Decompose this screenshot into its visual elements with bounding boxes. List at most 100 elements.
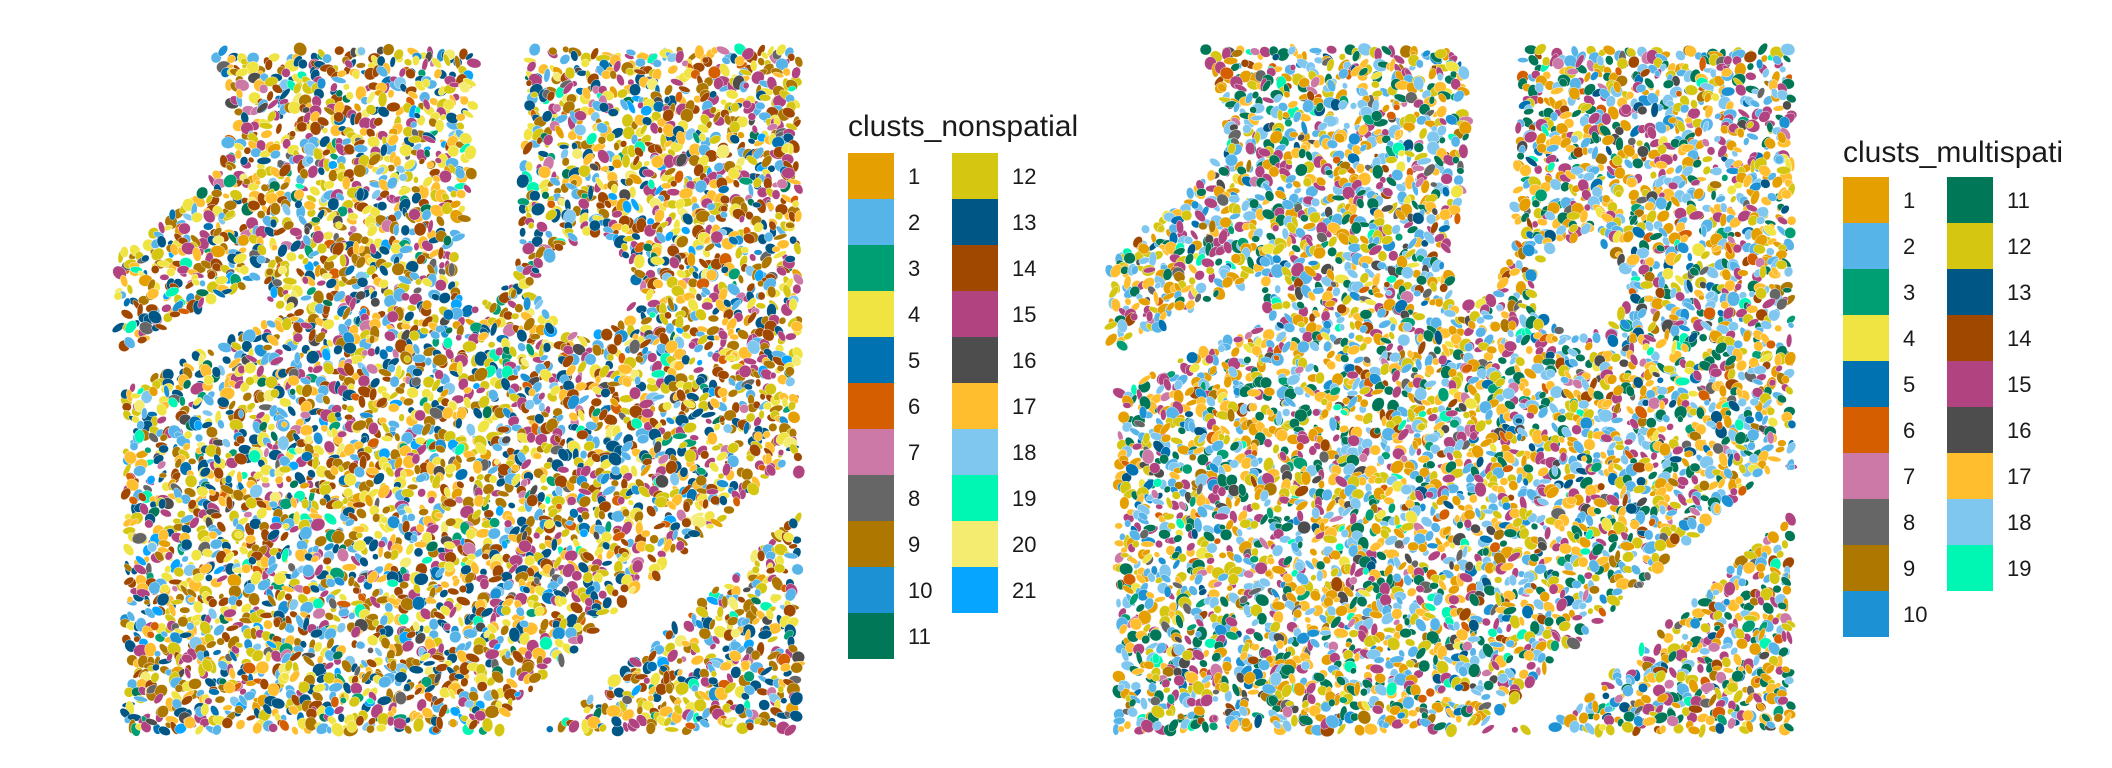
- cell-point: [146, 475, 156, 485]
- cell-point: [739, 69, 752, 76]
- cell-point: [794, 56, 804, 68]
- cell-point: [609, 606, 619, 615]
- cell-point: [443, 53, 451, 67]
- cell-point: [667, 64, 679, 75]
- cell-point: [557, 466, 570, 474]
- cell-point: [387, 403, 400, 413]
- cell-point: [609, 70, 617, 80]
- cell-point: [487, 341, 496, 349]
- cell-point: [488, 575, 503, 583]
- cell-point: [635, 57, 646, 68]
- cell-point: [412, 55, 420, 66]
- cell-point: [457, 616, 464, 628]
- cell-point: [225, 624, 240, 632]
- cell-point: [342, 176, 351, 190]
- cell-point: [753, 249, 763, 256]
- cell-point: [159, 273, 170, 281]
- cell-point: [258, 84, 269, 94]
- cell-point: [389, 56, 396, 68]
- cell-point: [143, 599, 151, 606]
- cell-point: [565, 520, 574, 526]
- cell-point: [398, 413, 405, 422]
- cell-point: [625, 67, 635, 76]
- cell-point: [792, 283, 802, 295]
- cell-point: [376, 65, 389, 78]
- cell-point: [301, 498, 310, 509]
- cell-point: [626, 301, 637, 312]
- cell-point: [517, 342, 526, 352]
- cell-point: [711, 444, 722, 452]
- cell-point: [199, 279, 206, 287]
- cell-point: [507, 502, 516, 509]
- cell-point: [336, 600, 352, 608]
- cell-point: [281, 421, 288, 428]
- cell-point: [184, 474, 198, 488]
- cell-point: [334, 411, 342, 419]
- cell-point: [322, 231, 333, 241]
- cell-point: [660, 182, 672, 190]
- cell-point: [681, 226, 691, 235]
- cell-point: [235, 67, 249, 78]
- cell-point: [782, 67, 791, 77]
- cell-point: [211, 189, 223, 198]
- cell-point: [293, 82, 302, 95]
- cell-point: [716, 45, 730, 56]
- cell-point: [413, 547, 424, 558]
- cell-point: [438, 170, 452, 183]
- cell-point: [788, 298, 798, 311]
- cell-point: [286, 251, 297, 262]
- cell-point: [759, 93, 772, 102]
- cell-point: [322, 53, 332, 64]
- cell-point: [417, 488, 426, 498]
- cell-point: [771, 245, 781, 253]
- cell-point: [344, 59, 354, 69]
- cell-point: [289, 388, 296, 396]
- cell-point: [311, 216, 321, 224]
- cell-point: [647, 553, 657, 563]
- cell-point: [202, 409, 213, 417]
- cell-point: [616, 594, 628, 609]
- cell-point: [158, 472, 167, 479]
- cell-point: [293, 351, 301, 365]
- cell-point: [399, 557, 412, 568]
- cell-point: [258, 122, 273, 130]
- cell-point: [757, 57, 765, 66]
- cell-point: [737, 274, 744, 284]
- cell-point: [664, 84, 673, 96]
- cell-point: [616, 74, 625, 86]
- cell-point: [405, 543, 415, 556]
- cell-point: [120, 309, 134, 320]
- cell-point: [601, 560, 613, 567]
- cell-point: [723, 505, 735, 515]
- cell-point: [217, 45, 229, 57]
- cell-point: [158, 444, 169, 454]
- cell-point: [519, 227, 526, 238]
- cell-point: [275, 551, 282, 560]
- cell-point: [530, 333, 541, 341]
- cell-point: [203, 222, 214, 231]
- cell-point: [242, 392, 253, 402]
- cell-point: [403, 58, 413, 67]
- cell-point: [179, 606, 191, 614]
- cell-point: [548, 46, 558, 56]
- cell-point: [178, 396, 186, 407]
- cell-point: [468, 475, 475, 483]
- cell-point: [526, 432, 536, 444]
- cell-point: [716, 606, 724, 618]
- cell-point: [210, 512, 223, 520]
- cell-point: [721, 56, 731, 65]
- cell-point: [625, 49, 637, 56]
- cell-point: [653, 522, 667, 530]
- cell-point: [564, 66, 576, 80]
- cell-point: [297, 59, 308, 69]
- cell-point: [352, 501, 366, 509]
- cell-point: [433, 68, 442, 79]
- cell-point: [705, 418, 713, 425]
- cell-point: [675, 50, 685, 64]
- cell-point: [633, 68, 647, 75]
- cell-point: [405, 68, 416, 79]
- cell-point: [693, 366, 705, 374]
- cell-point: [652, 59, 662, 68]
- cell-point: [448, 262, 456, 277]
